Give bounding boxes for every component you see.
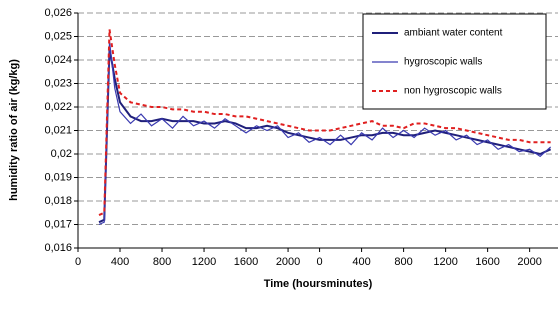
legend-label: non hygroscopic walls xyxy=(404,86,502,97)
y-tick-label: 0,021 xyxy=(44,124,72,136)
y-tick-label: 0,02 xyxy=(51,148,72,160)
data-line xyxy=(98,29,551,217)
data-line xyxy=(98,48,552,224)
x-tick-label: 800 xyxy=(394,256,412,268)
x-tick-label: 1600 xyxy=(234,256,258,268)
legend-label: ambiant water content xyxy=(404,28,503,39)
y-tick-label: 0,017 xyxy=(44,218,72,230)
y-tick-label: 0,023 xyxy=(44,77,72,89)
y-tick-label: 0,025 xyxy=(44,30,72,42)
x-tick-label: 1200 xyxy=(433,256,457,268)
x-tick-label: 400 xyxy=(111,256,129,268)
data-line xyxy=(98,41,552,226)
y-tick-label: 0,022 xyxy=(44,101,72,113)
y-tick-label: 0,018 xyxy=(44,195,72,207)
y-tick-label: 0,016 xyxy=(44,242,72,254)
x-tick-label: 1200 xyxy=(192,256,216,268)
x-tick-label: 0 xyxy=(75,256,81,268)
x-tick-label: 400 xyxy=(352,256,370,268)
x-tick-label: 1600 xyxy=(475,256,499,268)
y-tick-label: 0,026 xyxy=(44,7,72,19)
x-tick-label: 800 xyxy=(153,256,171,268)
x-tick-label: 0 xyxy=(317,256,323,268)
legend-label: hygroscopic walls xyxy=(404,57,482,68)
y-tick-label: 0,024 xyxy=(44,54,72,66)
y-tick-label: 0,019 xyxy=(44,171,72,183)
x-tick-label: 2000 xyxy=(276,256,300,268)
y-axis-title: humidity ratio of air (kg/kg) xyxy=(8,59,20,201)
x-tick-label: 2000 xyxy=(517,256,541,268)
x-axis-title: Time (hoursminutes) xyxy=(264,278,373,290)
